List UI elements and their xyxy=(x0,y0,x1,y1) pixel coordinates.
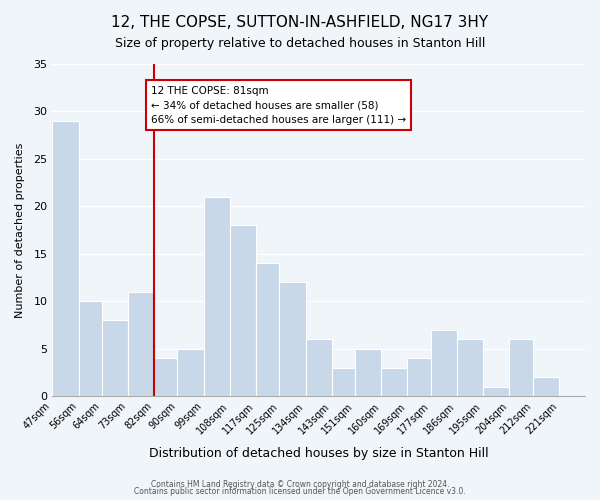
Bar xyxy=(52,121,79,396)
Bar xyxy=(431,330,457,396)
Text: Contains public sector information licensed under the Open Government Licence v3: Contains public sector information licen… xyxy=(134,488,466,496)
Bar xyxy=(256,264,280,396)
Text: 12, THE COPSE, SUTTON-IN-ASHFIELD, NG17 3HY: 12, THE COPSE, SUTTON-IN-ASHFIELD, NG17 … xyxy=(112,15,488,30)
Bar xyxy=(178,348,203,396)
Bar xyxy=(280,282,305,396)
Bar xyxy=(332,368,355,396)
Text: Size of property relative to detached houses in Stanton Hill: Size of property relative to detached ho… xyxy=(115,38,485,51)
Bar xyxy=(102,320,128,396)
Bar xyxy=(355,348,381,396)
Bar xyxy=(203,197,230,396)
Y-axis label: Number of detached properties: Number of detached properties xyxy=(15,142,25,318)
Bar xyxy=(533,377,559,396)
Bar xyxy=(407,358,431,396)
Bar xyxy=(305,339,332,396)
Bar xyxy=(509,339,533,396)
Bar xyxy=(154,358,178,396)
X-axis label: Distribution of detached houses by size in Stanton Hill: Distribution of detached houses by size … xyxy=(149,447,488,460)
Bar xyxy=(230,226,256,396)
Text: 12 THE COPSE: 81sqm
← 34% of detached houses are smaller (58)
66% of semi-detach: 12 THE COPSE: 81sqm ← 34% of detached ho… xyxy=(151,86,406,125)
Bar xyxy=(457,339,483,396)
Text: Contains HM Land Registry data © Crown copyright and database right 2024.: Contains HM Land Registry data © Crown c… xyxy=(151,480,449,489)
Bar xyxy=(128,292,154,396)
Bar xyxy=(79,301,102,396)
Bar xyxy=(483,386,509,396)
Bar xyxy=(381,368,407,396)
